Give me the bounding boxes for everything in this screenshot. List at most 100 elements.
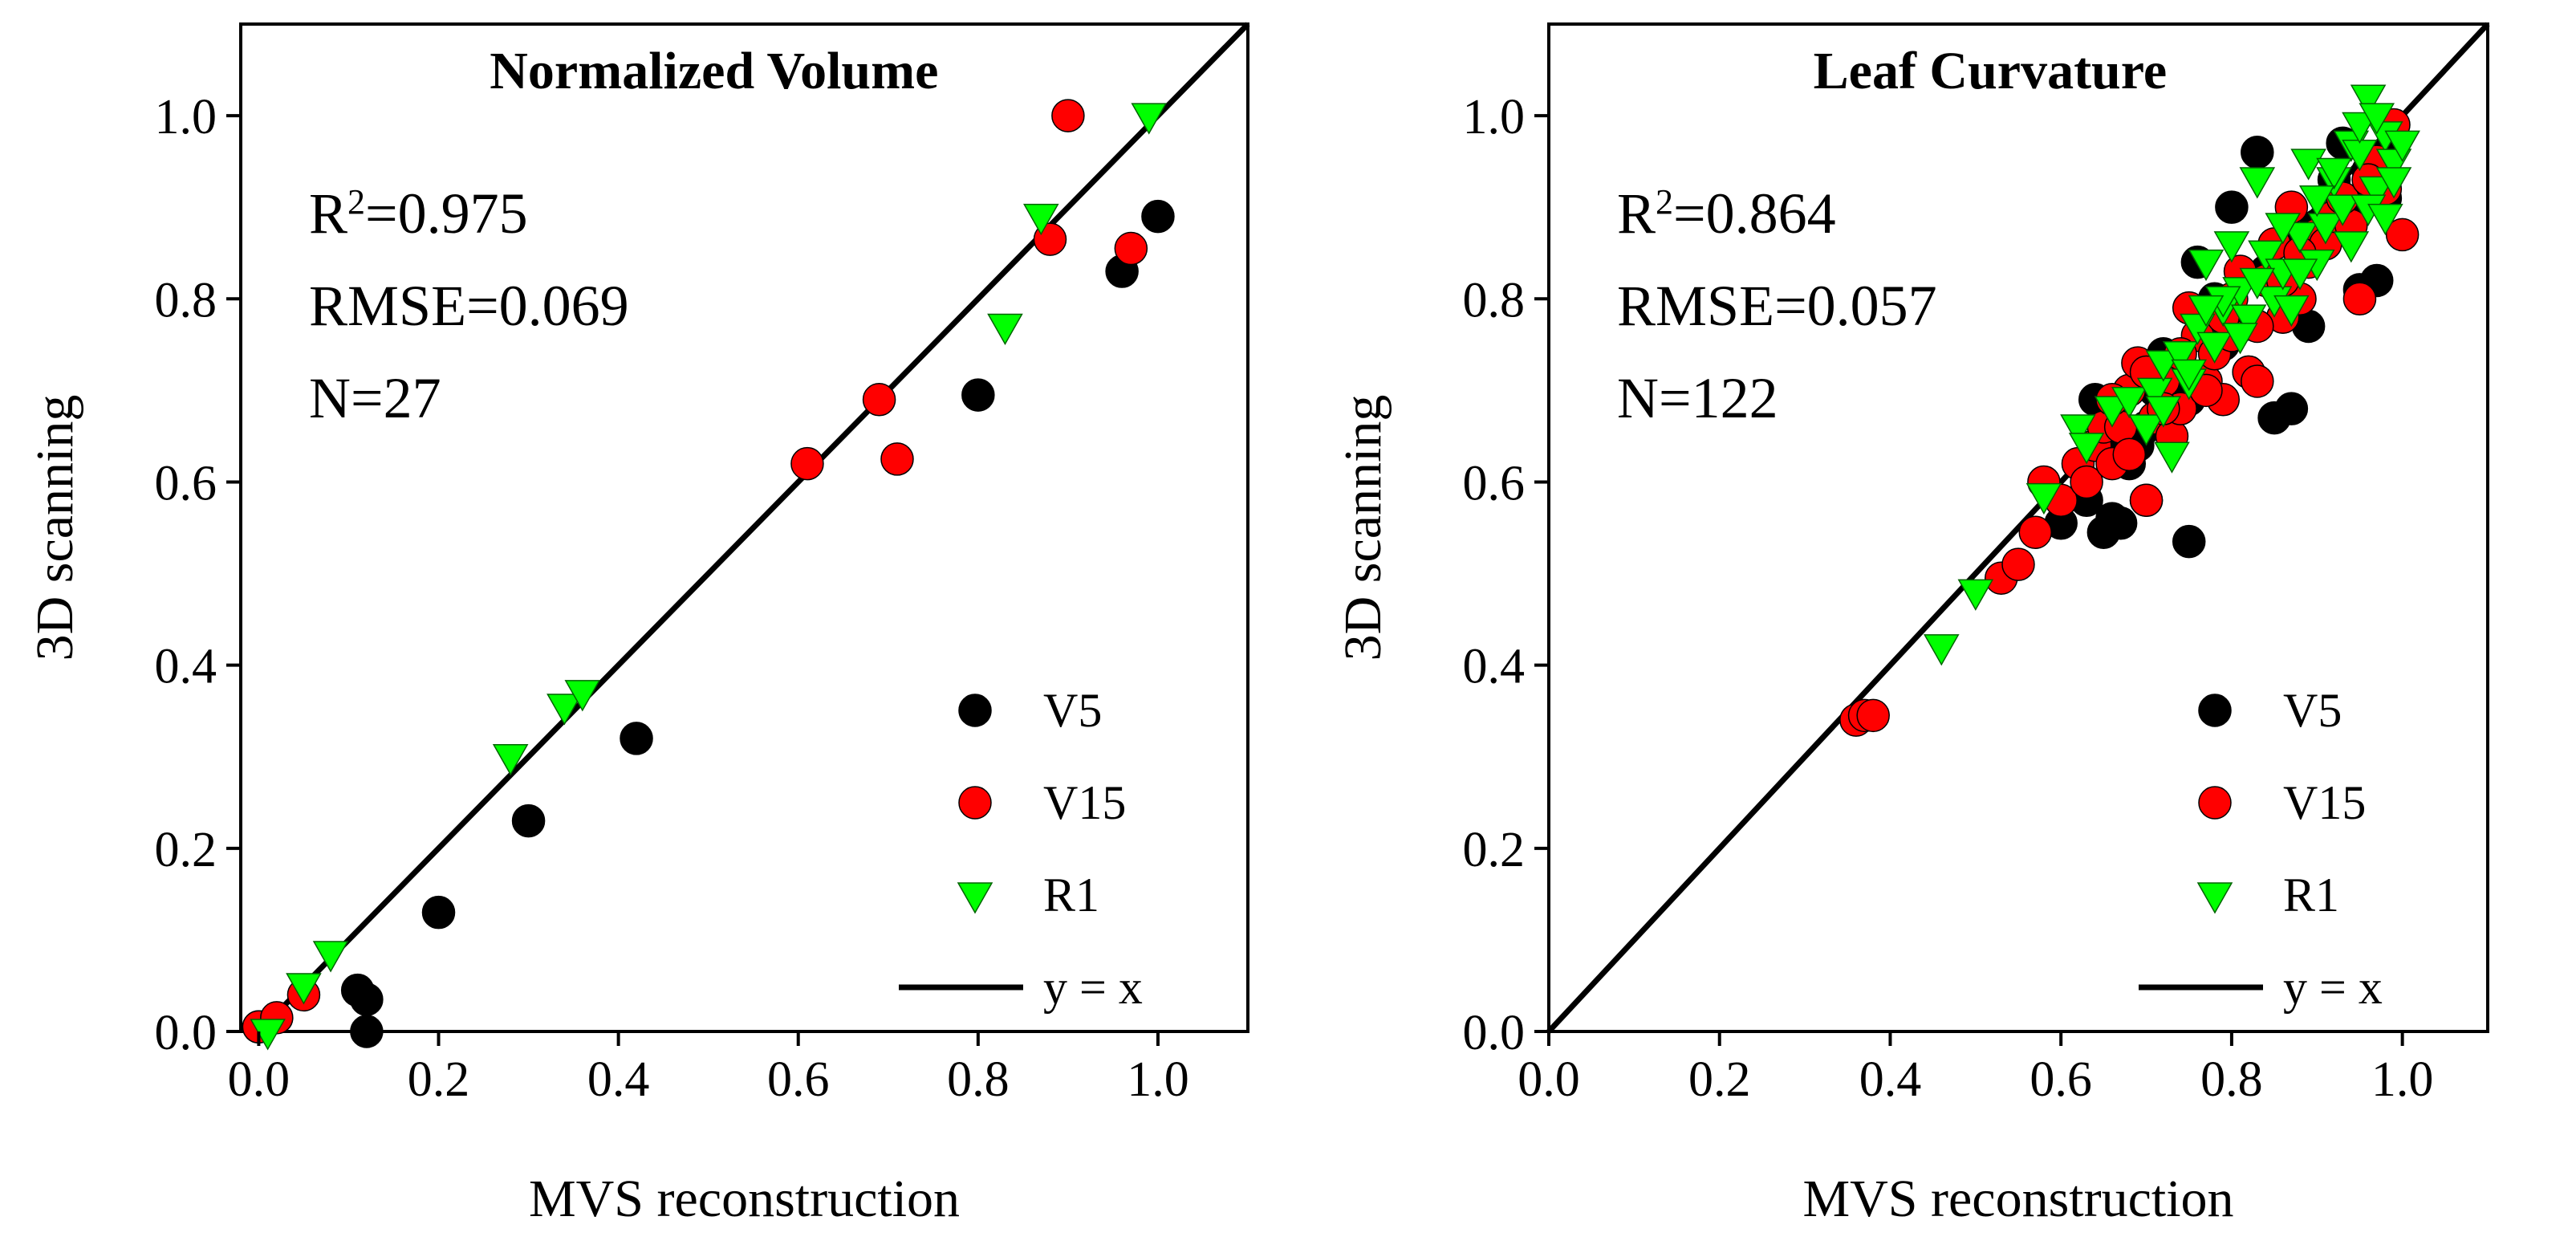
- data-point-v5: [2241, 135, 2274, 169]
- data-point-v15: [880, 442, 914, 476]
- y-tick-label: 0.4: [1463, 640, 1526, 694]
- data-point-v15: [1856, 698, 1890, 733]
- legend: V5 V15 R1 y = x: [899, 684, 1143, 1014]
- data-point-v15: [862, 383, 896, 417]
- data-point-r1: [1957, 579, 1994, 611]
- y-tick-label: 0.2: [1463, 823, 1526, 877]
- r-squared-prefix: R: [309, 181, 347, 246]
- x-tick-label: 0.8: [2200, 1052, 2263, 1107]
- data-point-r1: [2128, 414, 2164, 446]
- legend-label-v5: V5: [2283, 684, 2342, 737]
- chart-panel-normalized-volume: 0.0 0.2 0.4 0.6 0.8 1.0 0.0 0.2 0.4 0.6 0.8 1.0 Nor…: [26, 22, 1250, 1228]
- y-tick-label: 0.0: [155, 1006, 217, 1060]
- sample-count-label: N=27: [309, 366, 441, 430]
- x-tick-label: 1.0: [1127, 1052, 1189, 1107]
- legend-marker-v15: [958, 786, 992, 820]
- data-point-v15: [2241, 364, 2274, 398]
- data-point-v5: [2103, 507, 2138, 540]
- data-point-r1: [2068, 433, 2105, 465]
- data-point-r1: [2384, 130, 2420, 162]
- data-point-v15: [2112, 437, 2147, 471]
- data-point-r1: [2094, 396, 2131, 428]
- data-point-r1: [2307, 213, 2344, 245]
- y-tick-label: 0.0: [1463, 1006, 1526, 1060]
- legend-marker-v5: [2198, 694, 2232, 727]
- data-point-v15: [2070, 465, 2103, 499]
- y-tick-label: 0.2: [155, 823, 217, 877]
- r-squared-superscript: 2: [1656, 182, 1673, 222]
- plot-area: [1547, 22, 2489, 1033]
- rmse-label: RMSE=0.069: [309, 274, 629, 338]
- data-point-r1: [2213, 231, 2250, 263]
- y-tick-label: 0.4: [155, 640, 217, 694]
- y-tick-label: 1.0: [1463, 90, 1526, 144]
- data-point-r1: [2359, 176, 2395, 208]
- y-axis-label: 3D scanning: [1334, 395, 1392, 661]
- r-squared-label: R2=0.864: [1617, 181, 1836, 246]
- data-point-r1: [2196, 332, 2233, 364]
- data-point-r1: [2188, 295, 2225, 328]
- data-point-r1: [2111, 387, 2147, 419]
- legend-marker-r1: [2196, 882, 2233, 914]
- y-tick-label: 0.6: [155, 456, 217, 511]
- legend-label-v5: V5: [1043, 684, 1102, 737]
- data-point-r1: [2375, 167, 2412, 199]
- legend-label-reference-line: y = x: [1043, 961, 1143, 1014]
- data-point-r1: [2265, 213, 2302, 245]
- chart-panel-leaf-curvature: 0.0 0.2 0.4 0.6 0.8 1.0 0.0 0.2 0.4 0.6 0.8 1.0 Lea…: [1334, 22, 2490, 1228]
- x-tick-label: 1.0: [2371, 1052, 2434, 1107]
- data-point-r1: [2281, 222, 2318, 254]
- data-point-r1: [2230, 304, 2267, 336]
- data-point-v5: [511, 804, 546, 838]
- legend-label-reference-line: y = x: [2283, 961, 2383, 1014]
- data-point-r1: [546, 694, 583, 726]
- data-point-r1: [1923, 634, 1960, 666]
- data-point-r1: [2239, 167, 2276, 199]
- x-tick-label: 0.4: [1859, 1052, 1922, 1107]
- data-point-r1: [2281, 258, 2318, 291]
- data-point-r1: [2248, 240, 2284, 272]
- rmse-label: RMSE=0.057: [1617, 274, 1937, 338]
- y-tick-label: 0.6: [1463, 456, 1526, 511]
- data-point-v5: [2172, 524, 2206, 559]
- legend-marker-v5: [958, 694, 992, 727]
- x-tick-label: 0.2: [408, 1052, 470, 1107]
- legend-label-r1: R1: [1043, 869, 1099, 921]
- r-squared-prefix: R: [1617, 181, 1656, 246]
- axis-ticks: 0.0 0.2 0.4 0.6 0.8 1.0 0.0 0.2 0.4 0.6 0.8 1.0: [1463, 90, 2434, 1107]
- data-point-r1: [2145, 396, 2182, 428]
- data-point-r1: [1131, 103, 1168, 135]
- data-point-r1: [2298, 185, 2335, 218]
- r-squared-label: R2=0.975: [309, 181, 528, 246]
- data-point-r1: [2316, 157, 2352, 190]
- r-squared-value: =0.975: [365, 181, 528, 246]
- legend-marker-v15: [2198, 786, 2232, 820]
- data-point-v5: [2274, 392, 2309, 425]
- data-point-r1: [2025, 482, 2062, 515]
- x-tick-label: 0.0: [1518, 1052, 1580, 1107]
- x-tick-label: 0.2: [1688, 1052, 1751, 1107]
- data-point-v15: [2385, 218, 2420, 252]
- data-point-v15: [1051, 99, 1085, 132]
- data-point-r1: [2154, 441, 2190, 474]
- data-point-v5: [350, 983, 384, 1016]
- data-point-r1: [2333, 231, 2370, 263]
- data-point-r1: [2060, 414, 2096, 446]
- data-point-r1: [1022, 203, 1059, 236]
- data-point-r1: [2222, 323, 2258, 355]
- chart-title: Leaf Curvature: [1814, 42, 2168, 100]
- data-point-v5: [2215, 190, 2249, 224]
- r-squared-superscript: 2: [347, 182, 365, 222]
- reference-line-y-equals-x: [256, 22, 1250, 1034]
- r-squared-value: =0.864: [1673, 181, 1836, 246]
- data-point-r1: [2162, 340, 2199, 373]
- legend-label-v15: V15: [2283, 776, 2366, 829]
- data-point-r1: [2188, 249, 2225, 282]
- data-point-v15: [1114, 231, 1148, 266]
- x-tick-label: 0.6: [767, 1052, 830, 1107]
- sample-count-label: N=122: [1617, 366, 1778, 430]
- data-point-v15: [2342, 282, 2377, 316]
- x-axis-label: MVS reconstruction: [1802, 1170, 2233, 1228]
- data-point-r1: [2367, 203, 2403, 236]
